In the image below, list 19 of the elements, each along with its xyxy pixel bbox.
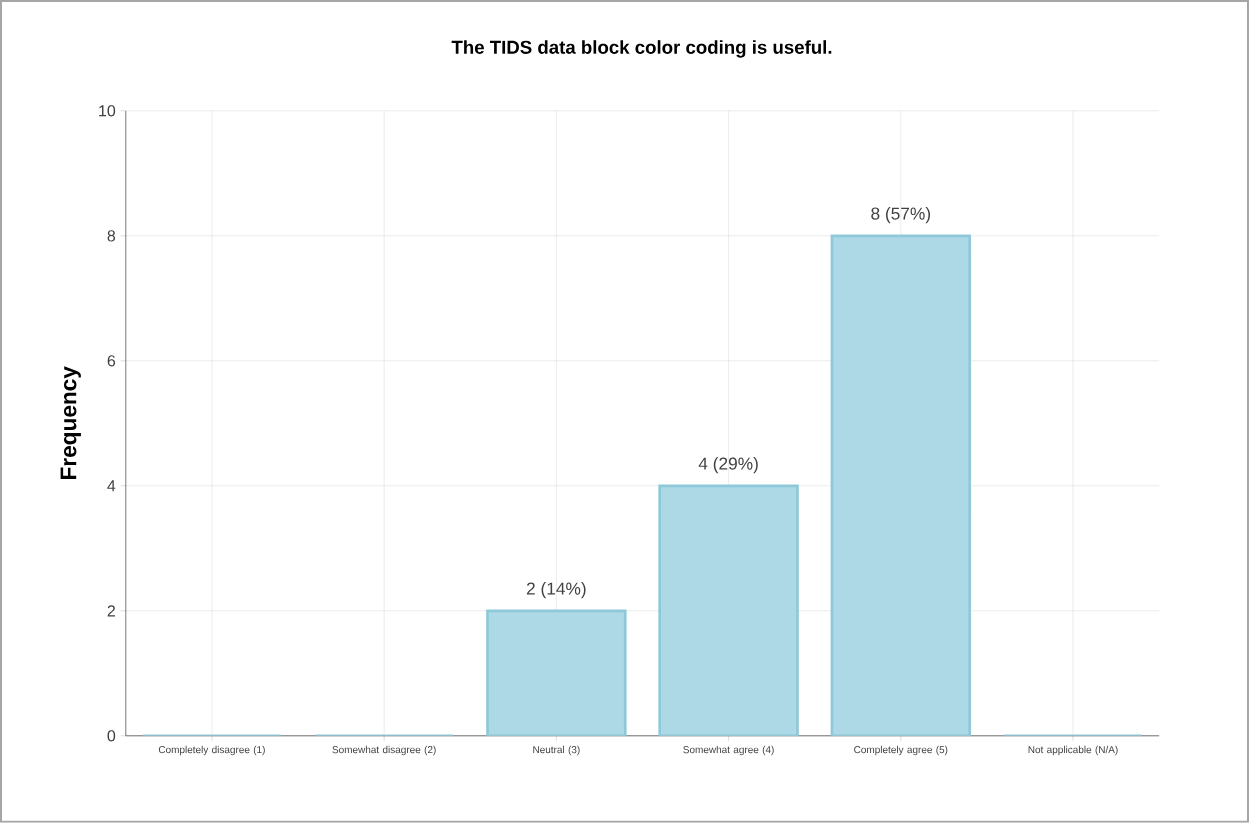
y-tick-label: 2: [107, 605, 115, 617]
data-label: 8 (57%): [871, 207, 931, 224]
x-tick-label: Completely agree (5): [854, 746, 948, 756]
x-tick-label: Neutral (3): [533, 746, 580, 756]
x-tick-label: Not applicable (N/A): [1028, 746, 1118, 756]
bar: [486, 609, 627, 736]
y-axis-title: Frequency: [60, 366, 81, 480]
data-label: 2 (14%): [526, 582, 586, 599]
x-tick-label: Somewhat agree (4): [683, 746, 774, 756]
x-tick-label: Completely disagree (1): [158, 746, 265, 756]
bar: [658, 484, 799, 736]
chart-title: The TIDS data block color coding is useful.: [451, 40, 832, 58]
y-tick-label: 8: [107, 230, 116, 242]
y-tick-label: 10: [99, 105, 116, 117]
y-tick-label: 0: [107, 730, 116, 742]
y-tick-label: 4: [107, 480, 116, 492]
y-tick-label: 6: [107, 355, 116, 367]
data-label: 4 (29%): [698, 457, 758, 474]
x-tick-label: Somewhat disagree (2): [332, 746, 436, 756]
